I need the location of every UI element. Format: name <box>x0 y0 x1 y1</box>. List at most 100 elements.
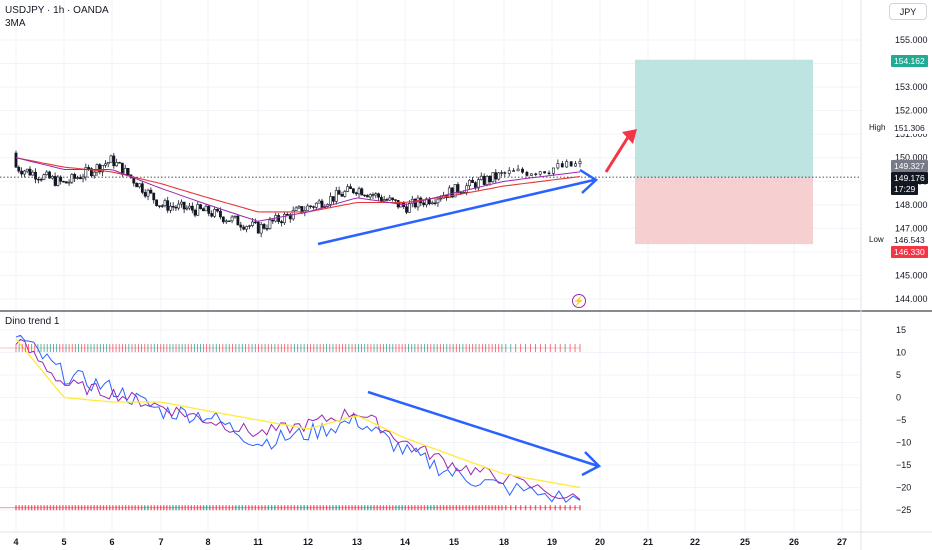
ma-indicator-label[interactable]: 3MA <box>5 18 26 29</box>
red-arrow-head <box>622 129 637 144</box>
candle-body <box>256 221 260 234</box>
candle-body <box>163 200 167 207</box>
red-arrow <box>604 133 632 173</box>
candle-body <box>233 215 237 218</box>
candle-body <box>17 166 21 172</box>
candle-body <box>309 205 312 208</box>
candle-body <box>547 172 551 175</box>
candle-body <box>399 202 403 208</box>
candle-body <box>280 221 283 224</box>
time-label-17: 27 <box>837 537 847 547</box>
candle-body <box>329 196 332 205</box>
countdown-label: 17:29 <box>891 183 919 195</box>
candle-body <box>118 162 121 164</box>
osc-tick-5: −10 <box>896 438 911 448</box>
candle-body <box>160 205 164 207</box>
candle-body <box>366 195 369 198</box>
osc-tick-0: 15 <box>896 325 906 335</box>
candle-body <box>346 186 350 192</box>
candle-body <box>507 170 511 174</box>
candle-body <box>453 184 457 198</box>
candle-body <box>360 188 364 196</box>
candle-body <box>349 186 352 189</box>
candle-body <box>416 197 420 208</box>
candle-body <box>388 197 392 201</box>
candle-body <box>103 163 107 166</box>
candle-body <box>332 196 335 202</box>
candle-body <box>62 180 65 183</box>
candle-body <box>166 200 170 211</box>
stop-price-label: 146.330 <box>891 246 928 258</box>
candle-body <box>543 171 547 174</box>
candle-body <box>357 188 361 195</box>
candle-body <box>565 161 569 168</box>
candle-body <box>123 167 127 175</box>
candle-body <box>179 201 183 205</box>
candle-body <box>314 202 318 208</box>
candle-body <box>56 176 60 186</box>
candle-body <box>248 225 251 227</box>
candle-body <box>207 205 211 214</box>
flash-icon[interactable]: ⚡ <box>572 294 586 308</box>
candle-body <box>242 226 246 230</box>
candle-body <box>219 210 222 218</box>
time-label-14: 22 <box>690 537 700 547</box>
candle-body <box>98 164 102 173</box>
candle-body <box>288 214 292 220</box>
osc-tick-4: −5 <box>896 415 906 425</box>
price-tick-4: 151.000 <box>895 129 928 139</box>
high-label: High <box>866 122 889 134</box>
candle-body <box>221 216 225 223</box>
candle-body <box>578 161 582 165</box>
candle-body <box>67 181 71 184</box>
osc-blue-line <box>15 334 581 503</box>
candle-body <box>271 219 275 222</box>
candle-body <box>485 175 489 185</box>
time-label-11: 19 <box>547 537 557 547</box>
time-label-9: 15 <box>449 537 459 547</box>
candle-body <box>34 171 37 180</box>
candle-body <box>42 174 46 180</box>
candle-body <box>50 176 54 179</box>
candle-body <box>377 193 380 198</box>
candle-body <box>143 192 147 197</box>
candle-body <box>45 171 49 176</box>
candle-body <box>155 199 158 207</box>
candle-body <box>391 197 394 200</box>
osc-tick-3: 0 <box>896 393 901 403</box>
profit-zone <box>635 59 813 178</box>
price-tick-0: 155.000 <box>895 35 928 45</box>
candle-body <box>476 179 480 189</box>
candle-body <box>351 188 355 194</box>
candle-body <box>158 205 161 207</box>
candle-body <box>227 220 231 222</box>
oscillator-label[interactable]: Dino trend 1 <box>5 316 60 327</box>
candle-body <box>450 187 454 198</box>
ma-red-line <box>15 157 581 213</box>
candle-body <box>171 205 175 208</box>
candle-body <box>81 176 85 180</box>
symbol-title[interactable]: USDJPY · 1h · OANDA <box>5 5 109 16</box>
candle-body <box>112 155 116 167</box>
currency-button[interactable]: JPY <box>889 3 927 20</box>
candle-body <box>560 163 564 168</box>
loss-zone <box>635 177 813 245</box>
time-label-3: 7 <box>158 537 163 547</box>
candle-body <box>39 178 43 181</box>
trendline-arrow-head <box>579 168 599 194</box>
candle-body <box>306 205 310 211</box>
candle-body <box>482 175 486 185</box>
osc-trend-arrow <box>367 390 599 468</box>
time-label-2: 6 <box>109 537 114 547</box>
time-label-6: 12 <box>303 537 313 547</box>
candle-body <box>213 208 217 217</box>
candle-body <box>76 177 79 179</box>
candle-body <box>569 161 573 167</box>
candle-body <box>216 208 219 212</box>
candle-body <box>193 209 197 216</box>
candle-body <box>149 189 153 194</box>
candle-body <box>488 175 492 183</box>
candle-body <box>479 175 483 180</box>
high-price-label: 151.306 <box>891 122 928 134</box>
